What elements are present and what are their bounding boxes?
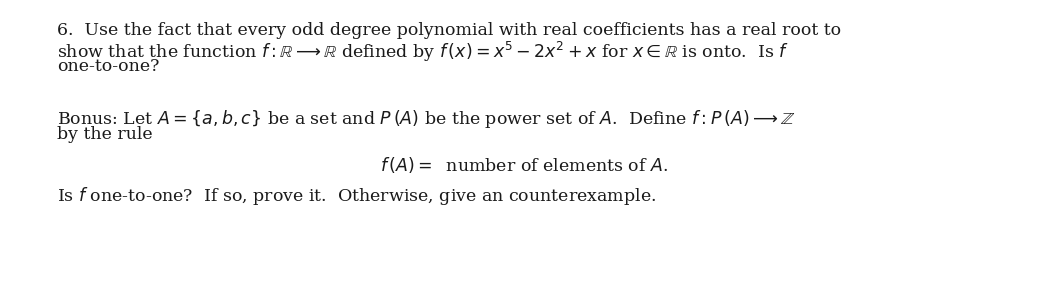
Text: by the rule: by the rule: [57, 126, 152, 143]
Text: Is $f$ one-to-one?  If so, prove it.  Otherwise, give an counterexample.: Is $f$ one-to-one? If so, prove it. Othe…: [57, 185, 657, 207]
Text: Bonus: Let $A = \{a, b, c\}$ be a set and $P\,(A)$ be the power set of $A$.  Def: Bonus: Let $A = \{a, b, c\}$ be a set an…: [57, 108, 795, 130]
Text: 6.  Use the fact that every odd degree polynomial with real coefficients has a r: 6. Use the fact that every odd degree po…: [57, 22, 841, 39]
Text: one-to-one?: one-to-one?: [57, 58, 159, 75]
Text: show that the function $f : \mathbb{R} \longrightarrow \mathbb{R}$ defined by $f: show that the function $f : \mathbb{R} \…: [57, 40, 789, 64]
Text: $f\,(A) =\;$ number of elements of $A$.: $f\,(A) =\;$ number of elements of $A$.: [380, 155, 668, 175]
